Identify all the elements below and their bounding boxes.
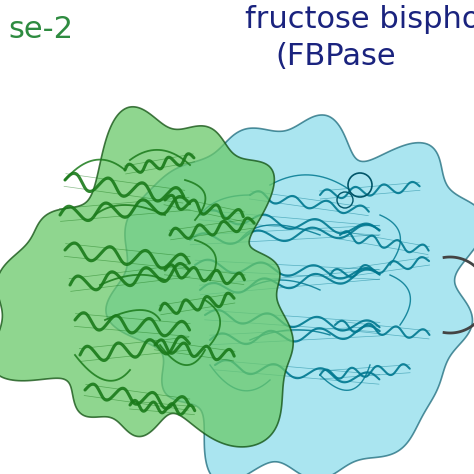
Text: se-2: se-2 xyxy=(8,15,73,44)
Text: (FBPase: (FBPase xyxy=(275,42,396,71)
Polygon shape xyxy=(106,115,474,474)
Text: fructose bispho: fructose bispho xyxy=(245,5,474,34)
Polygon shape xyxy=(0,107,293,447)
